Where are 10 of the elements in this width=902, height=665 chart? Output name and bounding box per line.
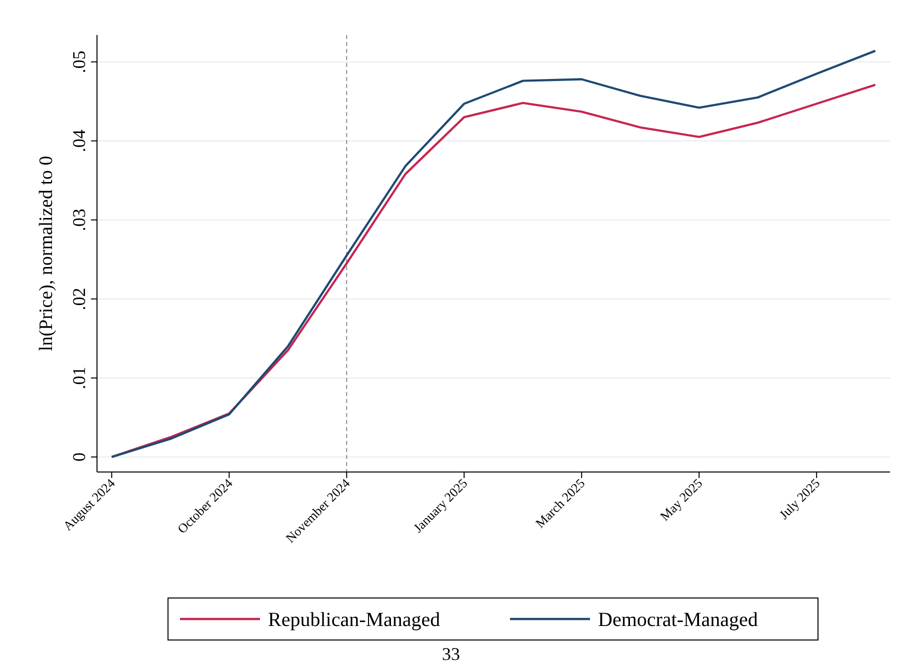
legend-label: Democrat-Managed	[598, 609, 758, 631]
y-tick-label: .03	[69, 208, 89, 232]
y-tick-label: 0	[69, 452, 89, 462]
y-axis-title: ln(Price), normalized to 0	[36, 156, 57, 352]
y-tick-label: .05	[69, 50, 89, 74]
y-tick-label: .04	[69, 130, 89, 152]
y-tick-label: .02	[69, 288, 89, 310]
y-tick-label: .01	[69, 366, 89, 390]
text: 33	[442, 644, 460, 664]
legend-label: Republican-Managed	[268, 609, 440, 631]
